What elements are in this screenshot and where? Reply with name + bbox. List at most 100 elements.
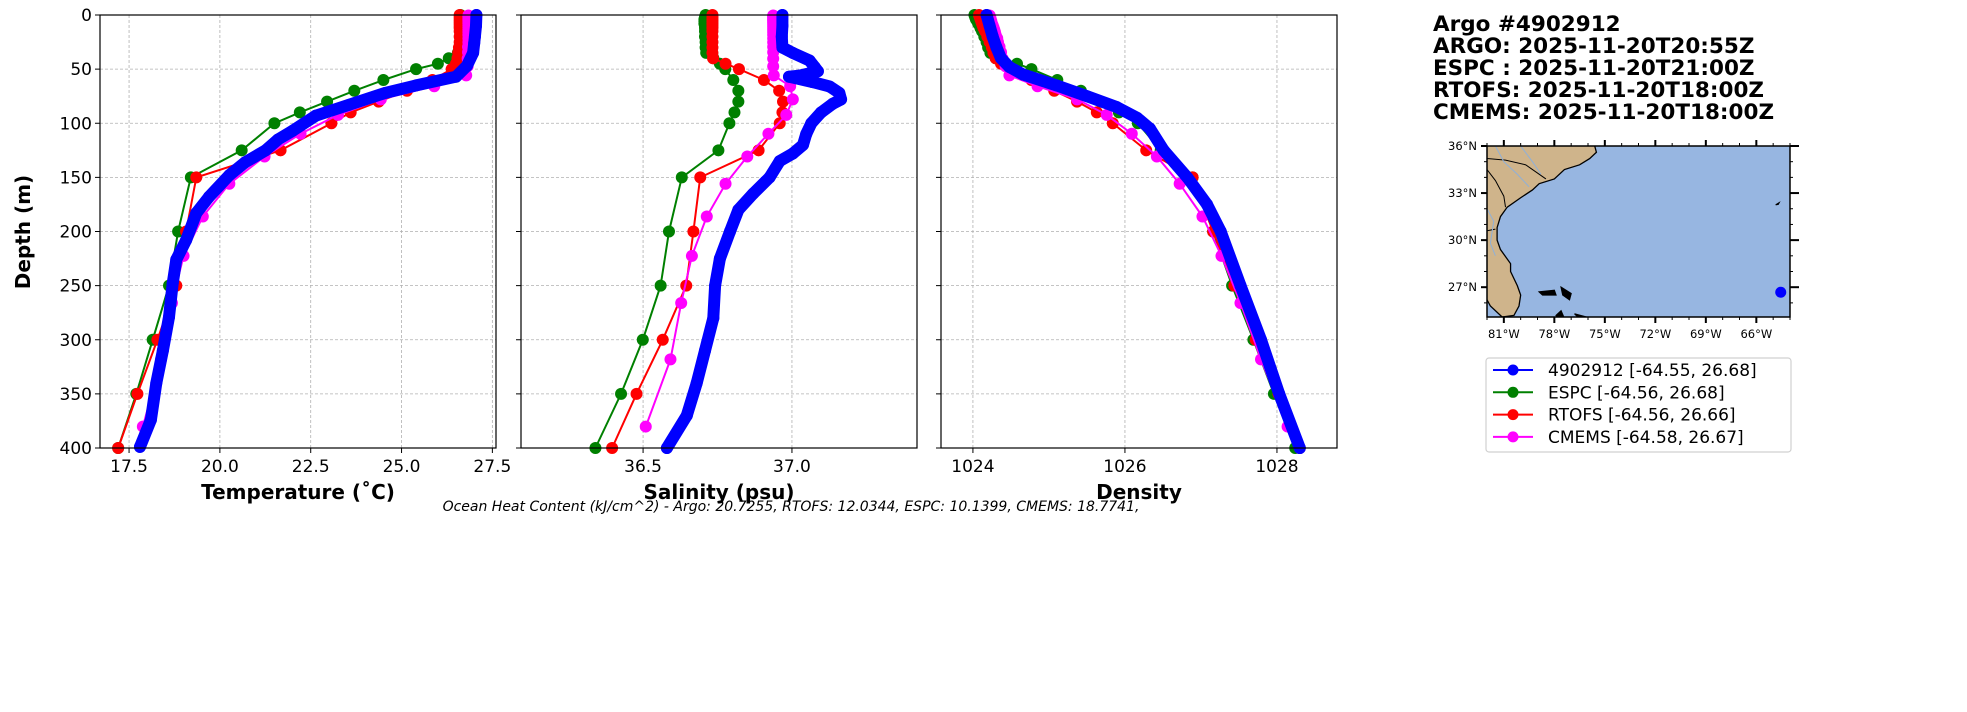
argo-data-point bbox=[986, 30, 999, 43]
river bbox=[1494, 146, 1530, 188]
state-border bbox=[1487, 158, 1547, 180]
argo-data-point bbox=[815, 106, 828, 119]
x-tick-label: 1026 bbox=[1103, 457, 1146, 477]
title-line: ESPC : 2025-11-20T21:00Z bbox=[1433, 56, 1755, 81]
argo-data-point bbox=[800, 128, 813, 141]
cmems-data-point bbox=[780, 108, 793, 121]
espc-data-point bbox=[321, 95, 334, 108]
state-border bbox=[1487, 228, 1496, 232]
argo-data-point bbox=[709, 279, 722, 292]
rtofs-data-point bbox=[1106, 117, 1119, 130]
y-tick-label: 300 bbox=[60, 331, 92, 351]
cmems-data-point bbox=[741, 150, 754, 163]
espc-data-point bbox=[348, 84, 361, 97]
argo-data-point bbox=[1050, 79, 1063, 92]
argo-data-point bbox=[163, 311, 176, 324]
espc-data-point bbox=[675, 171, 688, 184]
title-line: RTOFS: 2025-11-20T18:00Z bbox=[1433, 78, 1764, 103]
argo-data-point bbox=[286, 124, 299, 137]
argo-data-point bbox=[1017, 68, 1030, 81]
argo-data-point bbox=[793, 69, 806, 82]
legend: 4902912 [-64.55, 26.68]ESPC [-64.56, 26.… bbox=[1485, 357, 1792, 453]
y-tick-label: 0 bbox=[81, 6, 92, 26]
argo-temperature-series bbox=[133, 9, 483, 453]
legend-entry-cmems: CMEMS [-64.58, 26.67] bbox=[1493, 428, 1744, 448]
argo-data-point bbox=[190, 207, 203, 220]
espc-data-point bbox=[727, 73, 740, 86]
axes-frame bbox=[520, 14, 918, 449]
rtofs-data-point bbox=[131, 387, 144, 400]
argo-data-point bbox=[713, 252, 726, 265]
map-lat-label: 30°N bbox=[1448, 233, 1477, 247]
title-line: CMEMS: 2025-11-20T18:00Z bbox=[1433, 100, 1774, 125]
island bbox=[1537, 289, 1557, 296]
density-panel: 1024 1026 1028 Density bbox=[936, 9, 1338, 504]
legend-label: ESPC [-64.56, 26.68] bbox=[1548, 383, 1725, 403]
espc-profile-line bbox=[117, 15, 462, 449]
map-lon-label: 75°W bbox=[1589, 327, 1621, 341]
argo-data-point bbox=[156, 344, 169, 357]
argo-data-point bbox=[786, 147, 799, 160]
rtofs-data-point bbox=[694, 171, 707, 184]
argo-data-point bbox=[724, 225, 737, 238]
title-line: Argo #4902912 bbox=[1433, 12, 1621, 37]
espc-data-point bbox=[410, 63, 423, 76]
espc-data-point bbox=[293, 106, 306, 119]
argo-data-point bbox=[1157, 144, 1170, 157]
argo-data-point bbox=[170, 253, 183, 266]
cmems-data-point bbox=[685, 249, 698, 262]
axes-frame bbox=[99, 14, 497, 449]
argo-data-point bbox=[309, 109, 322, 122]
argo-density-series bbox=[980, 9, 1306, 454]
cmems-data-point bbox=[639, 420, 652, 433]
y-tick-label: 50 bbox=[70, 60, 92, 80]
legend-marker bbox=[1507, 409, 1519, 421]
argo-profile-line bbox=[134, 9, 483, 453]
legend-entry-rtofs: RTOFS [-64.56, 26.66] bbox=[1493, 406, 1736, 426]
rtofs-salinity-series bbox=[606, 9, 790, 454]
legend-entry-espc: ESPC [-64.56, 26.68] bbox=[1493, 383, 1725, 403]
axes-frame bbox=[940, 14, 1338, 449]
argo-data-point bbox=[202, 190, 215, 203]
rtofs-data-point bbox=[1140, 144, 1153, 157]
rtofs-data-point bbox=[687, 225, 700, 238]
espc-data-point bbox=[377, 73, 390, 86]
y-tick-label: 350 bbox=[60, 385, 92, 405]
state-border bbox=[1487, 169, 1507, 208]
argo-data-point bbox=[680, 409, 693, 422]
legend-entry-argo: 4902912 [-64.55, 26.68] bbox=[1493, 361, 1757, 381]
island bbox=[1560, 285, 1572, 301]
map-lon-label: 69°W bbox=[1690, 327, 1722, 341]
argo-data-point bbox=[990, 41, 1003, 54]
temperature-panel: 17.5 20.0 22.5 25.0 27.5 0 50 100 150 200 250 300 35… bbox=[60, 6, 512, 504]
cmems-data-point bbox=[762, 127, 775, 140]
y-tick-label: 200 bbox=[60, 223, 92, 243]
argo-data-point bbox=[1234, 279, 1247, 292]
float-location-marker bbox=[1775, 286, 1787, 298]
argo-data-point bbox=[782, 70, 795, 83]
argo-data-point bbox=[1273, 387, 1286, 400]
cmems-data-point bbox=[700, 210, 713, 223]
x-tick-label: 25.0 bbox=[383, 457, 421, 477]
argo-data-point bbox=[468, 37, 481, 50]
argo-data-point bbox=[223, 169, 236, 182]
island bbox=[1574, 313, 1588, 317]
map-lat-label: 36°N bbox=[1448, 139, 1477, 153]
cmems-salinity-series bbox=[639, 9, 799, 433]
cmems-data-point bbox=[767, 60, 780, 73]
argo-salinity-series bbox=[660, 9, 848, 454]
argo-data-point bbox=[379, 86, 392, 99]
argo-data-point bbox=[747, 187, 760, 200]
map-lon-label: 66°W bbox=[1740, 327, 1772, 341]
argo-data-point bbox=[773, 155, 786, 168]
argo-data-point bbox=[826, 97, 839, 110]
rtofs-profile-line bbox=[117, 15, 461, 449]
espc-data-point bbox=[712, 144, 725, 157]
espc-data-point bbox=[723, 117, 736, 130]
cmems-data-point bbox=[1125, 127, 1138, 140]
argo-data-point bbox=[180, 234, 193, 247]
rtofs-data-point bbox=[630, 387, 643, 400]
argo-data-point bbox=[811, 65, 824, 78]
x-tick-label: 37.0 bbox=[773, 457, 811, 477]
